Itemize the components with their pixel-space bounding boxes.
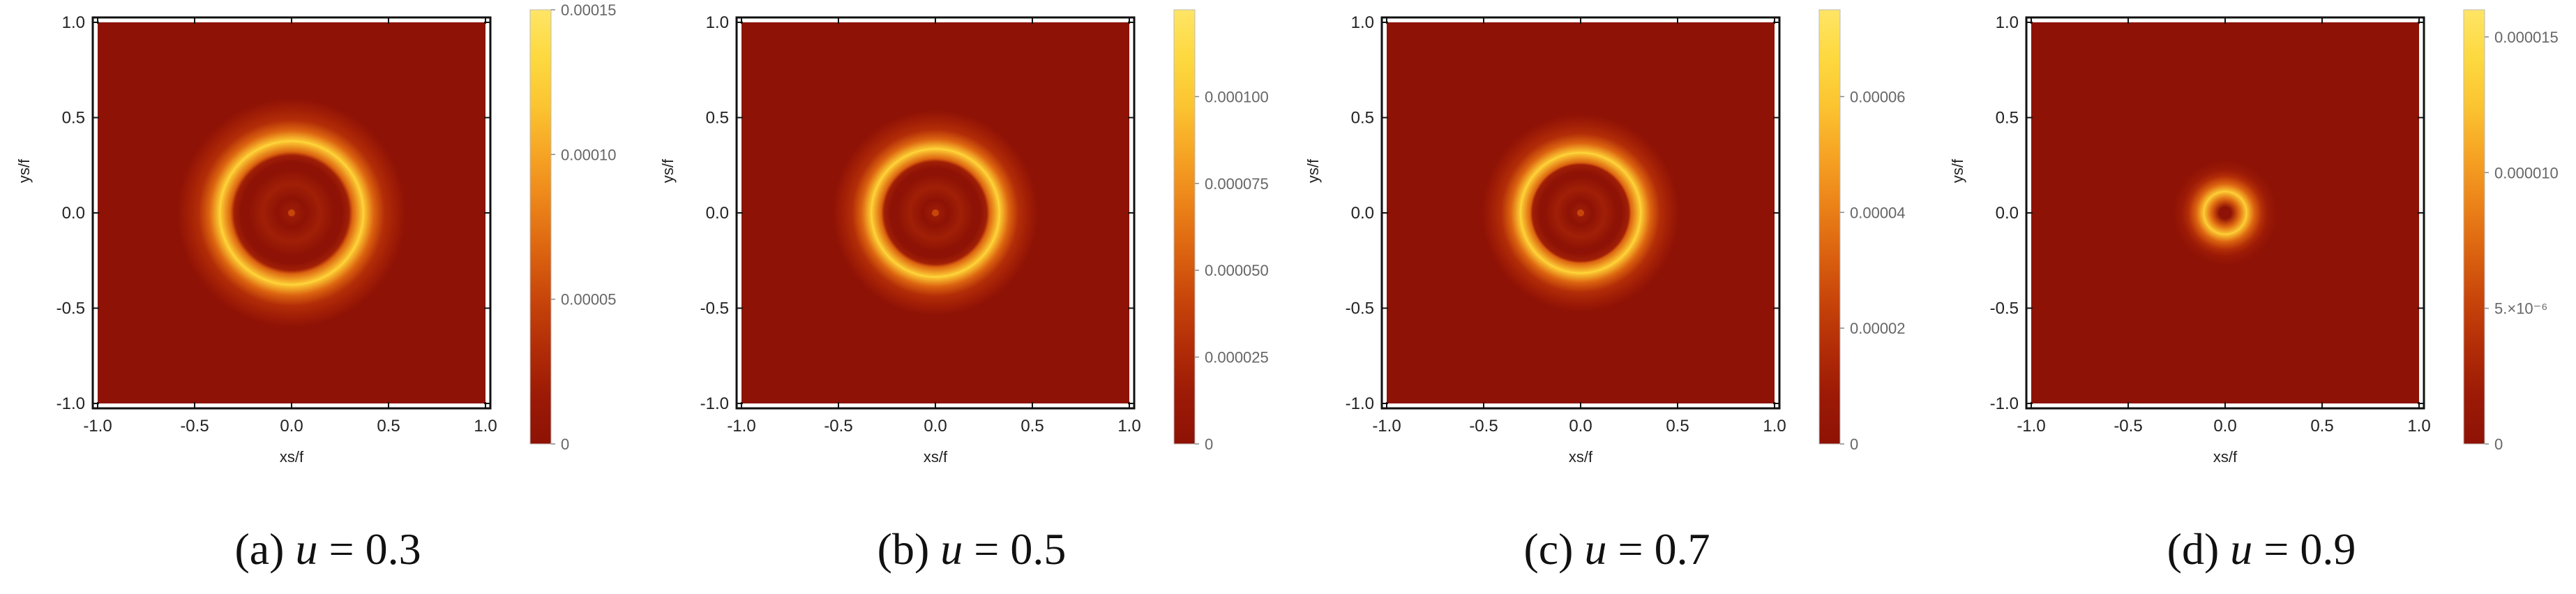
caption-variable: u [295,524,317,574]
colorbar [1818,9,1841,445]
y-tick-label: -1.0 [700,394,729,413]
colorbar-tick-label: 0.000075 [1205,175,1269,193]
y-tick-label: -1.0 [1346,394,1374,413]
x-tick-label: 1.0 [1117,417,1140,436]
center-point [1577,209,1584,216]
y-tick-label: -1.0 [1990,394,2019,413]
caption-value: = 0.5 [963,524,1066,574]
caption-prefix: (b) [878,524,941,574]
panel-b: -1.0 -0.5 0.0 0.5 1.0 1.0 0.5 0.0 -0.5 -1.0 xs/f ys… [659,9,1269,574]
colorbar-tick-label: 0.00005 [561,291,617,309]
y-tick-label: -1.0 [57,394,85,413]
y-tick-label: 1.0 [1351,13,1374,32]
colorbar-tick-label: 5.×10⁻⁶ [2494,300,2547,318]
panel-caption: (a) u = 0.3 [234,524,421,574]
x-tick-label: -0.5 [180,417,209,436]
panel-c: -1.0 -0.5 0.0 0.5 1.0 1.0 0.5 0.0 -0.5 -1.0 xs/f ys… [1304,9,1906,574]
x-tick-label: -0.5 [2114,417,2142,436]
x-tick-label: 1.0 [2407,417,2430,436]
colorbar [2463,9,2485,445]
caption-value: = 0.9 [2252,524,2356,574]
colorbar [529,9,552,445]
y-axis-label: ys/f [659,158,677,183]
panel-d: -1.0 -0.5 0.0 0.5 1.0 1.0 0.5 0.0 -0.5 -1.0 xs/f ys… [1949,9,2559,574]
x-tick-label: 0.0 [2213,417,2236,436]
caption-value: = 0.3 [317,524,421,574]
y-tick-label: 1.0 [706,13,729,32]
y-tick-label: 0.0 [62,204,85,223]
caption-variable: u [2230,524,2252,574]
y-axis-label: ys/f [15,158,33,183]
panel-a: -1.0 -0.5 0.0 0.5 1.0 1.0 0.5 0.0 -0.5 -1.0 xs/f ys… [15,1,617,574]
y-tick-label: 0.0 [1351,204,1374,223]
x-tick-label: -1.0 [2017,417,2045,436]
caption-prefix: (a) [234,524,295,574]
y-tick-label: 1.0 [1996,13,2019,32]
y-tick-label: 0.5 [62,109,85,128]
x-tick-label: -1.0 [83,417,112,436]
caption-value: = 0.7 [1606,524,1710,574]
y-tick-label: -0.5 [1346,299,1374,318]
colorbar-tick-label: 0.00006 [1850,88,1906,105]
colorbar-tick-label: 0.000100 [1205,88,1269,105]
x-axis-label: xs/f [1569,448,1593,466]
y-tick-label: -0.5 [57,299,85,318]
colorbar-tick-label: 0 [1205,436,1213,453]
x-tick-label: 1.0 [1763,417,1786,436]
colorbar-tick-label: 0.00004 [1850,204,1906,221]
colorbar-tick-label: 0.00010 [561,146,617,163]
y-tick-label: 0.5 [706,109,729,128]
colorbar-tick-label: 0 [561,436,569,453]
x-tick-label: 0.5 [1020,417,1044,436]
colorbar-tick-label: 0.000015 [2494,29,2559,46]
colorbar-tick-label: 0.00002 [1850,320,1906,337]
x-tick-label: -1.0 [1372,417,1401,436]
panel-caption: (c) u = 0.7 [1523,524,1710,574]
x-axis-label: xs/f [280,448,304,466]
colorbar-tick-label: 0 [1850,436,1858,453]
panel-caption: (b) u = 0.5 [878,524,1067,574]
x-tick-label: -0.5 [1469,417,1498,436]
y-tick-label: 0.0 [706,204,729,223]
einstein-ring [2172,160,2278,266]
y-tick-label: 0.0 [1996,204,2019,223]
center-point [288,209,295,216]
x-axis-label: xs/f [2213,448,2238,466]
y-tick-label: -0.5 [700,299,729,318]
caption-variable: u [1584,524,1606,574]
caption-variable: u [940,524,963,574]
colorbar-tick-label: 0 [2494,436,2503,453]
y-tick-label: 0.5 [1351,109,1374,128]
y-axis-label: ys/f [1949,158,1966,183]
caption-prefix: (c) [1523,524,1584,574]
x-tick-label: 0.5 [377,417,400,436]
colorbar-tick-label: 0.00015 [561,1,617,19]
colorbar-tick-label: 0.000010 [2494,164,2559,181]
x-tick-label: 0.5 [2310,417,2333,436]
y-tick-label: 0.5 [1996,109,2019,128]
x-tick-label: 1.0 [474,417,497,436]
x-tick-label: 0.5 [1666,417,1689,436]
x-tick-label: 0.0 [924,417,947,436]
colorbar [1173,9,1196,445]
colorbar-tick-label: 0.000025 [1205,349,1269,366]
y-axis-label: ys/f [1304,158,1322,183]
panel-caption: (d) u = 0.9 [2167,524,2356,574]
x-tick-label: 0.0 [280,417,303,436]
center-point [932,209,939,216]
y-tick-label: -0.5 [1990,299,2019,318]
y-tick-label: 1.0 [62,13,85,32]
x-tick-label: 0.0 [1569,417,1592,436]
colorbar-tick-label: 0.000050 [1205,262,1269,279]
x-tick-label: -1.0 [727,417,755,436]
x-tick-label: -0.5 [824,417,852,436]
caption-prefix: (d) [2167,524,2231,574]
x-axis-label: xs/f [924,448,948,466]
